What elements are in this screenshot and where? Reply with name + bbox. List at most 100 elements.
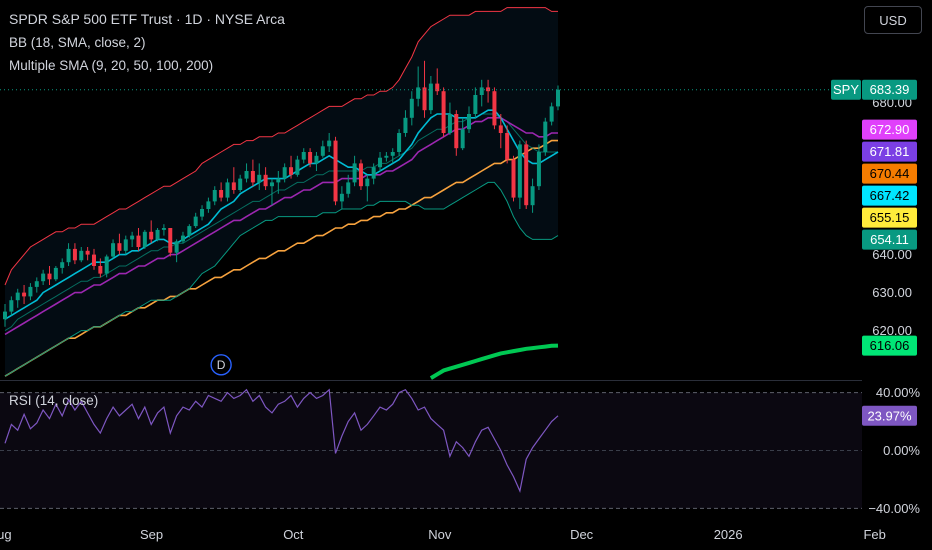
candle-body (371, 167, 376, 179)
candle-body (549, 106, 554, 122)
price-tick-label: 620.00 (872, 323, 912, 338)
time-tick-label: Aug (0, 527, 12, 542)
candle-body (460, 129, 465, 149)
rsi-legend[interactable]: RSI (14, close) (9, 393, 99, 408)
candle (524, 140, 529, 209)
candle-body (193, 216, 198, 227)
rsi-badge-value: 23.97% (867, 408, 912, 423)
candle-body (206, 201, 211, 209)
price-badge-value: 655.15 (870, 210, 910, 225)
candle (339, 186, 344, 209)
dividend-marker-label: D (217, 358, 226, 372)
time-tick-label: Oct (283, 527, 304, 542)
candle (72, 243, 77, 265)
candle-body (339, 193, 344, 202)
candle (295, 155, 300, 177)
candle (517, 140, 522, 209)
candle (15, 288, 20, 308)
candle (174, 239, 179, 263)
bollinger-upper-line (4, 7, 558, 286)
candle (3, 304, 7, 327)
price-badge-box (862, 185, 917, 206)
candle-body (28, 286, 33, 297)
price-badge-box (862, 229, 917, 250)
candle (308, 148, 313, 168)
candle (231, 167, 236, 194)
candle (536, 144, 541, 190)
candle (187, 224, 192, 238)
candle (41, 269, 46, 285)
bollinger-basis-line (4, 113, 558, 332)
candle-body (276, 178, 281, 183)
candle-body (403, 117, 408, 133)
rsi-line (4, 388, 559, 493)
candle (269, 178, 274, 206)
time-tick-label: Feb (863, 527, 885, 542)
candle-body (149, 231, 154, 240)
candle (320, 140, 325, 158)
sma-legend[interactable]: Multiple SMA (9, 20, 50, 100, 200) (9, 58, 214, 73)
rsi-badge-box (862, 405, 917, 426)
candle-body (409, 98, 414, 118)
candle-body (530, 186, 535, 206)
candle (117, 233, 122, 255)
candle (409, 91, 414, 126)
candle (556, 85, 560, 111)
candle-body (200, 209, 205, 217)
candle (142, 229, 147, 249)
rsi-axis[interactable]: 40.00% 0.00% −40.00% 23.97% (862, 385, 920, 516)
time-tick-label: 2026 (714, 527, 743, 542)
dividend-marker-circle[interactable] (210, 354, 232, 376)
candle (225, 178, 230, 202)
candle (428, 76, 433, 114)
dividend-marker[interactable]: D (210, 354, 232, 376)
candle (435, 68, 440, 95)
price-badge-value: 654.11 (870, 232, 909, 247)
time-tick-label: Sep (140, 527, 163, 542)
rsi-tick-label: 0.00% (883, 443, 920, 458)
time-axis[interactable]: Aug Sep Oct Nov Dec 2026 Feb (0, 527, 886, 542)
candle (130, 231, 135, 247)
candle (384, 152, 389, 162)
candle (492, 87, 497, 130)
candle (416, 66, 421, 107)
candle (168, 228, 173, 257)
candle-body (467, 114, 472, 130)
candle (467, 106, 472, 133)
candle-body (47, 273, 52, 280)
price-badge-box (862, 207, 917, 228)
candle-body (479, 87, 484, 95)
chart-title[interactable]: SPDR S&P 500 ETF Trust · 1D · NYSE Arca (9, 11, 285, 27)
candle-body (327, 140, 332, 147)
price-badge-box (862, 119, 917, 140)
candle (371, 163, 376, 185)
candle-body (454, 114, 459, 149)
price-badge-value: 670.44 (870, 166, 910, 181)
candle-body (505, 133, 510, 160)
sma200-line (429, 343, 559, 380)
currency-button[interactable]: USD (864, 6, 922, 34)
candle-body (441, 91, 446, 133)
candle-body (435, 83, 440, 92)
candle (200, 205, 205, 221)
candle-body (422, 87, 427, 111)
candle-body (390, 152, 395, 156)
price-badges: 683.39 SPY 672.90 671.81 670.44 667.42 655.15 6… (831, 79, 917, 356)
bollinger-legend[interactable]: BB (18, SMA, close, 2) (9, 35, 146, 50)
candle-body (180, 235, 185, 242)
candle (333, 136, 338, 206)
rsi-tick-label: 40.00% (876, 385, 921, 400)
candle-body (378, 157, 383, 168)
candle-body (301, 152, 306, 160)
price-badge: 616.06 (862, 335, 917, 356)
candle-body (397, 133, 402, 152)
candle-body (91, 254, 96, 266)
symbol-badge-label: SPY (833, 82, 859, 97)
price-pane[interactable]: D (0, 0, 862, 380)
candle (447, 102, 452, 135)
price-badge-box (862, 79, 917, 100)
price-badge: 671.81 (862, 141, 917, 162)
rsi-pane[interactable] (0, 388, 862, 509)
